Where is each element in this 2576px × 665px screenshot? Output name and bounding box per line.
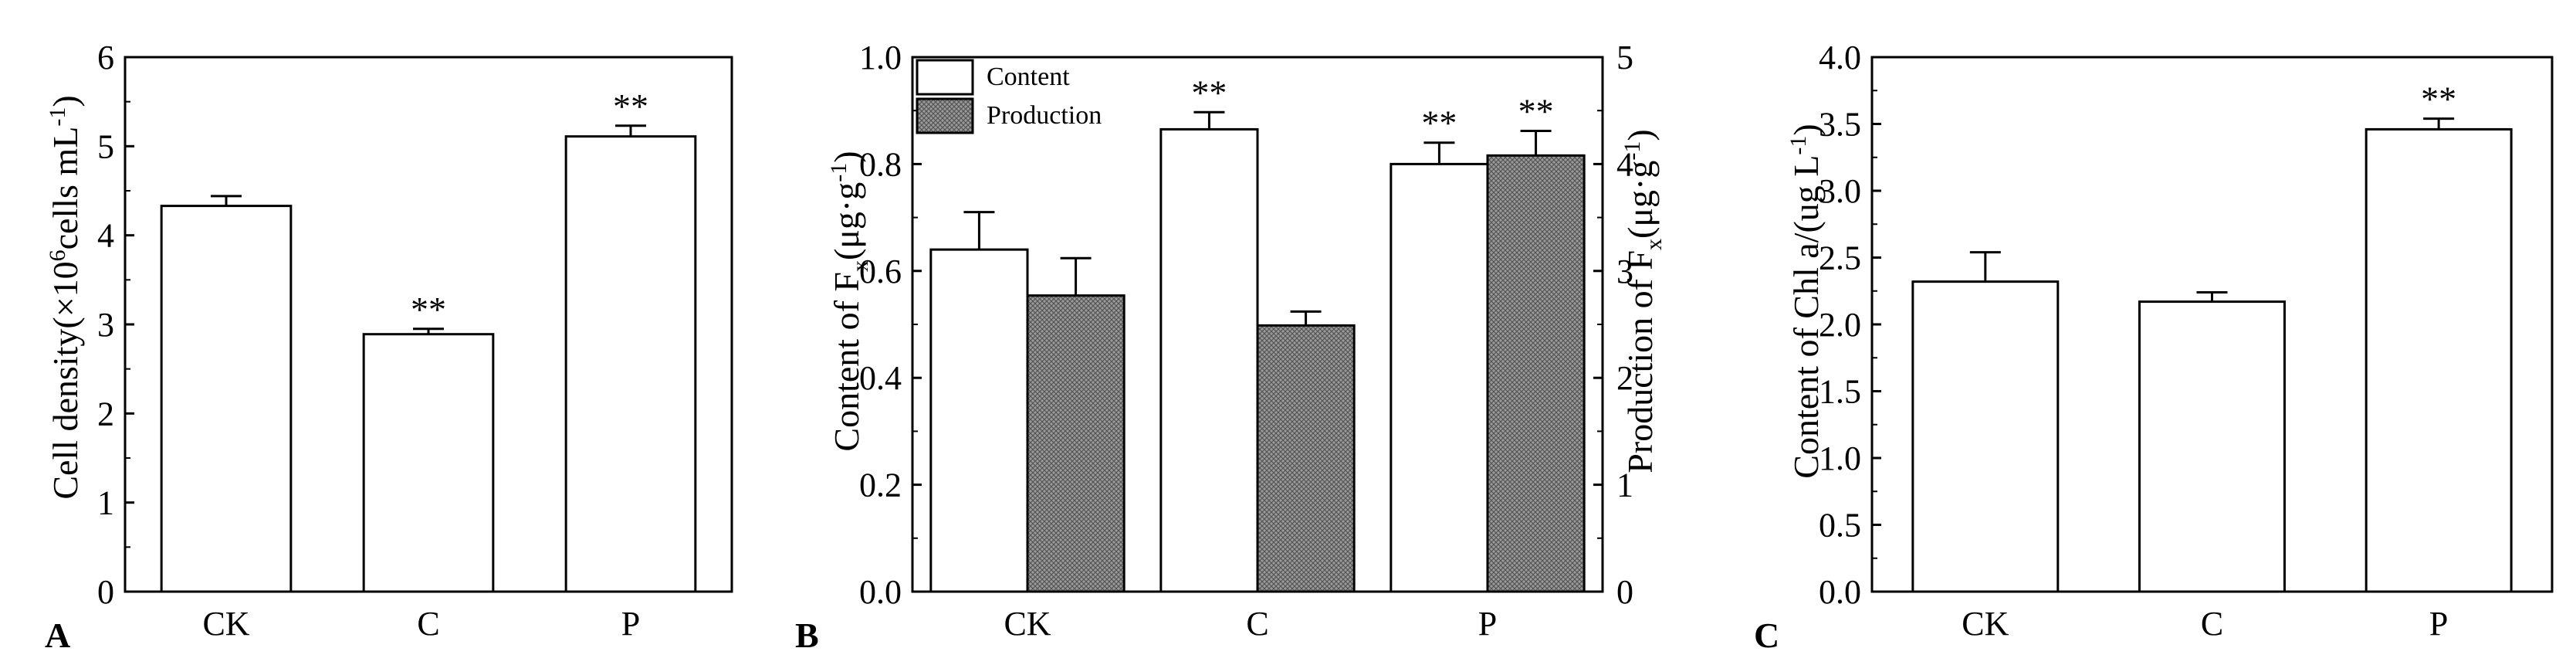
legend-swatch-content (916, 59, 974, 96)
panel-a-ytick-label: 1 (97, 484, 114, 522)
panel-b-xtick-label: P (1478, 605, 1497, 643)
panel-a-ytick-label: 0 (97, 573, 114, 611)
panel-b-production-bar (1256, 324, 1356, 593)
panel-b-ytick-right-label: 1 (1616, 467, 1633, 504)
panel-b-legend: Content Production (916, 59, 1102, 134)
panel-a-significance: ** (411, 290, 446, 329)
panel-b-content-significance: ** (1421, 103, 1457, 143)
panel-c-ytick-label: 3.0 (1819, 172, 1861, 210)
panel-b: B Content of Fx(μg·g-1) Production of Fx… (795, 39, 1667, 655)
panel-a-xtick-label: P (621, 605, 640, 643)
panel-c-ytick-label: 2.5 (1819, 239, 1861, 277)
panel-a-xtick-label: CK (202, 605, 249, 643)
panel-b-content-bar (1159, 127, 1259, 593)
panel-a-ytick-label: 5 (97, 127, 114, 165)
panel-a-ytick-label: 2 (97, 395, 114, 433)
panel-b-ytick-right-label: 4 (1616, 145, 1633, 183)
panel-c-ytick-label: 0.0 (1819, 573, 1861, 611)
panel-b-ytick-right-label: 0 (1616, 573, 1633, 611)
panel-c-ytick-label: 1.0 (1819, 439, 1861, 477)
panel-b-xtick-label: CK (1004, 605, 1051, 643)
panel-c-ytick-label: 3.5 (1819, 106, 1861, 144)
panel-b-plot: 0.0 0.2 0.4 0.6 0.8 1.0 0 1 2 3 4 5 CK C ** P ** ** Conten… (859, 39, 1633, 643)
panel-c-bar (1911, 280, 2060, 593)
panel-b-ytick-right-label: 3 (1616, 253, 1633, 290)
panel-b-content-bar (1390, 162, 1489, 593)
panel-c-ytick-label: 1.5 (1819, 373, 1861, 411)
panel-b-xtick-label: C (1246, 605, 1268, 643)
panel-c-xtick-label: C (2201, 605, 2223, 643)
panel-a-plot: 0 1 2 3 4 5 6 CK C ** P ** (97, 39, 733, 643)
panel-c-ylabel: Content of Chl a/(ug L-1) (1786, 124, 1826, 478)
panel-c-label: C (1754, 616, 1779, 655)
panel-b-content-significance: ** (1191, 73, 1227, 112)
panel-b-ytick-label: 0.2 (859, 467, 902, 504)
panel-b-ytick-right-label: 2 (1616, 359, 1633, 397)
panel-c-bar (2138, 300, 2286, 593)
panel-a-ytick-label: 6 (97, 39, 114, 76)
panel-b-ytick-right-label: 5 (1616, 39, 1633, 76)
panel-b-ylabel-left: Content of Fx(μg·g-1) (826, 151, 873, 451)
panel-b-ylabel-right: Production of Fx(μg·g-1) (1620, 129, 1667, 473)
panel-b-label: B (795, 616, 819, 655)
panel-b-ytick-label: 0.4 (859, 359, 902, 397)
panel-a-label: A (45, 616, 70, 655)
panel-b-ytick-label: 1.0 (859, 39, 902, 76)
panel-b-ytick-label: 0.8 (859, 145, 902, 183)
panel-a-bar (362, 333, 495, 593)
panel-b-production-significance: ** (1518, 91, 1554, 131)
panel-b-ytick-label: 0.6 (859, 253, 902, 290)
panel-b-content-bar (929, 248, 1029, 593)
panel-a-ytick-label: 3 (97, 306, 114, 344)
panel-c-bar (2364, 127, 2513, 593)
legend-swatch-production (916, 97, 974, 134)
panel-c-significance: ** (2421, 80, 2456, 119)
panel-a-ytick-label: 4 (97, 217, 114, 255)
panel-a-xtick-label: C (417, 605, 439, 643)
panel-a-ylabel: Cell density(×106cells mL-1) (45, 95, 85, 499)
panel-b-production-bar (1026, 294, 1126, 593)
panel-c-ytick-label: 2.0 (1819, 306, 1861, 344)
panel-c-ytick-label: 0.5 (1819, 507, 1861, 545)
panel-b-ytick-label: 0.0 (859, 573, 902, 611)
panel-a-bar (160, 205, 293, 593)
panel-a-bar (564, 135, 697, 593)
panel-a: A Cell density(×106cells mL-1) 0 1 2 3 4 5 6 CK… (45, 39, 733, 655)
legend-label-content: Content (987, 63, 1070, 91)
panel-a-significance: ** (613, 87, 648, 126)
panel-b-production-bar (1486, 154, 1586, 593)
panel-c-xtick-label: CK (1962, 605, 2009, 643)
panel-c: C Content of Chl a/(ug L-1) 0.0 0.5 1.0 1.5… (1754, 39, 2554, 655)
legend-label-production: Production (987, 101, 1102, 130)
panel-c-plot: 0.0 0.5 1.0 1.5 2.0 2.5 3.0 3.5 4.0 CK C P ** (1819, 39, 2554, 643)
panel-c-ytick-label: 4.0 (1819, 39, 1861, 76)
panel-c-xtick-label: P (2429, 605, 2448, 643)
